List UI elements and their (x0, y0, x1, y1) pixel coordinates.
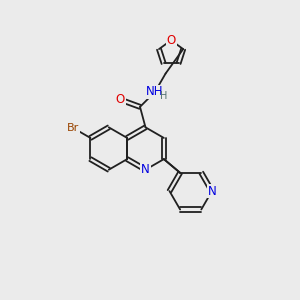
Text: Br: Br (67, 123, 79, 133)
Text: O: O (167, 34, 176, 47)
Text: H: H (160, 91, 167, 101)
Text: NH: NH (146, 85, 164, 98)
Text: N: N (208, 184, 216, 198)
Text: O: O (116, 93, 125, 106)
Text: N: N (141, 163, 150, 176)
